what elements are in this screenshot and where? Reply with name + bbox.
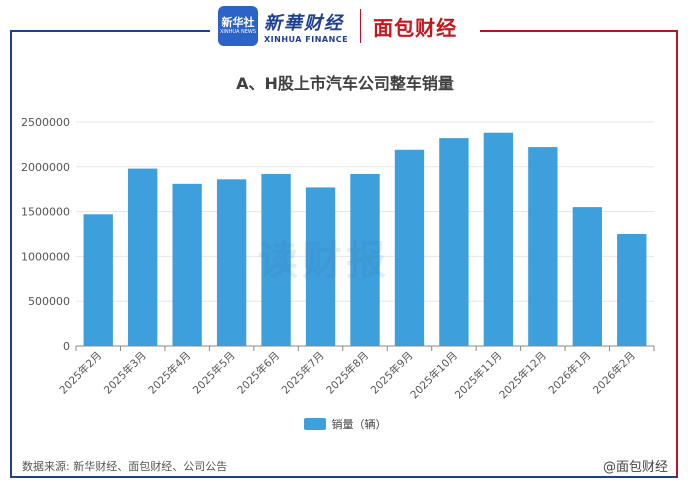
bar (617, 234, 647, 346)
y-tick-label: 0 (63, 340, 70, 353)
xinhua-logo: 新华社 XINHUA NEWS (218, 6, 258, 46)
header: 新华社 XINHUA NEWS 新華财经 XINHUA FINANCE 面包财经 (218, 4, 457, 48)
bar (261, 173, 291, 346)
bar (172, 183, 202, 346)
bar (439, 138, 469, 346)
credit: @面包财经 (602, 460, 668, 475)
x-tick-label: 2026年2月 (590, 349, 638, 397)
x-tick-label: 2025年8月 (323, 349, 371, 397)
xinhua-finance-brand: 新華财经 XINHUA FINANCE (264, 9, 348, 44)
bar (528, 147, 558, 346)
logo-small-text: XINHUA NEWS (219, 29, 257, 35)
data-source: 数据来源: 新华财经、面包财经、公司公告 (22, 460, 228, 473)
header-divider (360, 9, 362, 43)
legend-label: 销量（辆） (331, 418, 387, 431)
x-tick-label: 2026年1月 (546, 349, 594, 397)
chart-frame (10, 30, 678, 478)
x-tick-label: 2025年5月 (190, 349, 238, 397)
bar (572, 207, 602, 346)
x-tick-label: 2025年7月 (279, 349, 327, 397)
y-labels-layer: 0 500000 1000000 1500000 2000000 2500000 (21, 116, 70, 353)
x-tick-label: 2025年12月 (497, 349, 549, 401)
y-tick-label: 2000000 (21, 161, 70, 174)
frame-top-left (10, 30, 210, 32)
y-tick-label: 500000 (28, 295, 70, 308)
bar (305, 187, 336, 346)
frame-top-right (480, 30, 678, 32)
logo-text: 新华社 (221, 16, 255, 29)
x-tick-label: 2025年3月 (101, 349, 149, 397)
y-tick-label: 2500000 (21, 116, 70, 129)
brand1-cn: 新華财经 (264, 12, 344, 34)
legend-swatch (303, 418, 326, 430)
y-tick-label: 1000000 (21, 250, 70, 263)
bar (483, 132, 514, 346)
bar (83, 214, 113, 346)
x-tick-label: 2025年4月 (146, 349, 194, 397)
bar (394, 149, 425, 346)
brand1-en: XINHUA FINANCE (264, 34, 349, 44)
bar (128, 168, 158, 346)
y-tick-label: 1500000 (21, 206, 70, 219)
bar (216, 179, 247, 346)
watermark: 读财报 (258, 238, 390, 284)
mianbao-brand: 面包财经 (373, 15, 458, 40)
x-tick-label: 2025年9月 (368, 349, 416, 397)
chart-title: A、H股上市汽车公司整车销量 (236, 74, 454, 93)
x-labels-layer: 2025年2月2025年3月2025年4月2025年5月2025年6月2025年… (57, 349, 638, 401)
legend[interactable]: 销量（辆） (0, 416, 690, 432)
bars-layer (83, 132, 647, 346)
bar (350, 173, 380, 346)
x-tick-label: 2025年6月 (235, 349, 283, 397)
x-tick-label: 2025年2月 (57, 349, 105, 397)
